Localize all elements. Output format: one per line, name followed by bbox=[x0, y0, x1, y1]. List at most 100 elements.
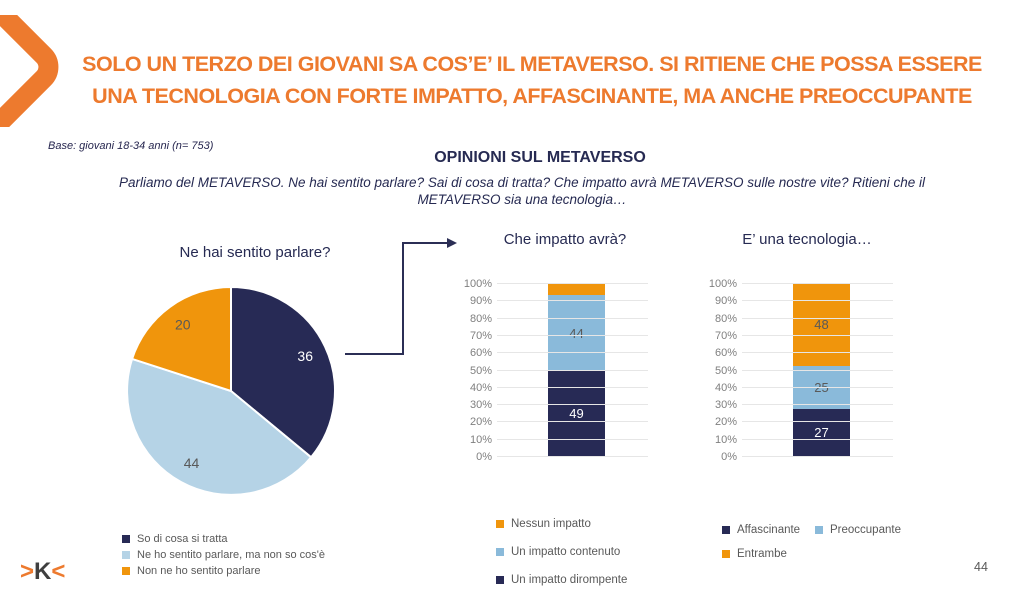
gridline bbox=[742, 369, 893, 371]
gridline bbox=[497, 352, 648, 354]
bar2-legend: Affascinante Preoccupante Entrambe bbox=[722, 524, 901, 560]
gridline bbox=[497, 369, 648, 371]
y-tick-label: 30% bbox=[469, 399, 492, 412]
y-tick-label: 10% bbox=[469, 433, 492, 446]
legend-swatch-orange bbox=[122, 567, 130, 575]
y-tick-label: 0% bbox=[476, 451, 492, 463]
logo-left-chevron-icon: > bbox=[20, 558, 34, 585]
y-tick-label: 60% bbox=[469, 347, 492, 360]
gridline bbox=[497, 421, 648, 423]
page-number: 44 bbox=[974, 560, 988, 574]
bar1-y-axis: 100% 90% 80% 70% 60% 50% 40% 30% 20% 10% 0% bbox=[440, 277, 492, 463]
gridline bbox=[742, 404, 893, 406]
y-tick-label: 20% bbox=[714, 416, 737, 429]
y-tick-label: 40% bbox=[469, 381, 492, 394]
gridline bbox=[742, 352, 893, 354]
gridline bbox=[497, 438, 648, 440]
gridline bbox=[497, 283, 648, 284]
logo-letter: K bbox=[34, 558, 51, 585]
y-tick-label: 70% bbox=[714, 329, 737, 342]
pie-value-label: 44 bbox=[184, 455, 200, 471]
legend-swatch-paleblue bbox=[122, 551, 130, 559]
logo-right-chevron-icon: < bbox=[51, 558, 65, 585]
legend-item: Preoccupante bbox=[815, 524, 901, 536]
y-tick-label: 60% bbox=[714, 347, 737, 360]
legend-item: Ne ho sentito parlare, ma non so cos'è bbox=[122, 547, 325, 563]
bar2-chart-title: E’ una tecnologia… bbox=[742, 231, 872, 248]
legend-label: Ne ho sentito parlare, ma non so cos'è bbox=[137, 549, 325, 561]
legend-swatch-blue bbox=[815, 526, 823, 534]
bar-value-label: 27 bbox=[814, 425, 829, 441]
connector-arrow-icon bbox=[345, 238, 457, 355]
slide-title: SOLO UN TERZO DEI GIOVANI SA COS’E’ IL M… bbox=[60, 48, 1004, 112]
legend-item: So di cosa si tratta bbox=[122, 531, 325, 547]
slide-title-line2: UNA TECNOLOGIA CON FORTE IMPATTO, AFFASC… bbox=[92, 84, 972, 108]
legend-label: Entrambe bbox=[737, 548, 787, 560]
legend-swatch-navy bbox=[122, 535, 130, 543]
bar-segment: 27 bbox=[793, 409, 850, 456]
bar-value-label: 49 bbox=[569, 406, 584, 422]
legend-swatch-orange bbox=[722, 550, 730, 558]
y-tick-label: 30% bbox=[714, 399, 737, 412]
legend-label: Un impatto contenuto bbox=[511, 546, 621, 558]
legend-label: Non ne ho sentito parlare bbox=[137, 565, 261, 577]
y-tick-label: 90% bbox=[469, 295, 492, 308]
bar1-chart-title: Che impatto avrà? bbox=[503, 231, 627, 248]
gridline bbox=[742, 456, 893, 457]
legend-item: Un impatto contenuto bbox=[496, 545, 627, 559]
section-title: OPINIONI SUL METAVERSO bbox=[434, 149, 646, 166]
pie-slice bbox=[130, 285, 232, 393]
gridline bbox=[497, 386, 648, 388]
gridline bbox=[742, 300, 893, 302]
legend-item: Un impatto dirompente bbox=[496, 573, 627, 587]
pie-value-label: 36 bbox=[297, 348, 313, 364]
y-tick-label: 50% bbox=[714, 364, 737, 377]
bar-value-label: 48 bbox=[814, 317, 829, 333]
plot-area: 44 49 bbox=[497, 283, 648, 457]
gridline bbox=[497, 456, 648, 457]
legend-item: Entrambe bbox=[722, 548, 901, 560]
base-note: Base: giovani 18-34 anni (n= 753) bbox=[48, 140, 214, 152]
legend-item: Non ne ho sentito parlare bbox=[122, 563, 325, 579]
legend-label: Preoccupante bbox=[830, 524, 901, 536]
bar2-y-axis: 100% 90% 80% 70% 60% 50% 40% 30% 20% 10% 0% bbox=[685, 277, 737, 463]
legend-swatch-navy bbox=[722, 526, 730, 534]
plot-area: 482527 bbox=[742, 283, 893, 457]
y-tick-label: 20% bbox=[469, 416, 492, 429]
gridline bbox=[497, 300, 648, 302]
bar-segment: 44 bbox=[548, 295, 605, 372]
legend-item: Affascinante bbox=[722, 524, 815, 536]
stacked-bar: 44 49 bbox=[548, 283, 605, 456]
gridline bbox=[742, 438, 893, 440]
bar1-legend: Nessun impatto Un impatto contenuto Un i… bbox=[496, 517, 627, 587]
y-tick-label: 50% bbox=[469, 364, 492, 377]
y-tick-label: 100% bbox=[463, 278, 492, 290]
company-logo: >K< bbox=[20, 558, 65, 586]
survey-question: Parliamo del METAVERSO. Ne hai sentito p… bbox=[118, 175, 926, 207]
slide-title-line1: SOLO UN TERZO DEI GIOVANI SA COS’E’ IL M… bbox=[82, 52, 982, 76]
y-tick-label: 100% bbox=[708, 278, 737, 290]
chevron-decoration-icon bbox=[0, 15, 59, 127]
legend-label: So di cosa si tratta bbox=[137, 533, 228, 545]
pie-chart-title: Ne hai sentito parlare? bbox=[179, 244, 331, 261]
bar-segment: 48 bbox=[793, 283, 850, 367]
y-tick-label: 80% bbox=[714, 312, 737, 325]
pie-legend: So di cosa si tratta Ne ho sentito parla… bbox=[122, 531, 325, 579]
pie-slice bbox=[230, 285, 336, 459]
pie-chart: 36 44 20 bbox=[126, 285, 336, 496]
legend-item: Nessun impatto bbox=[496, 517, 627, 531]
y-tick-label: 40% bbox=[714, 381, 737, 394]
y-tick-label: 10% bbox=[714, 433, 737, 446]
y-tick-label: 90% bbox=[714, 295, 737, 308]
gridline bbox=[497, 404, 648, 406]
gridline bbox=[742, 283, 893, 284]
bar-value-label: 44 bbox=[569, 325, 584, 341]
legend-swatch-blue bbox=[496, 548, 504, 556]
legend-label: Un impatto dirompente bbox=[511, 574, 628, 586]
legend-label: Affascinante bbox=[737, 524, 801, 536]
legend-swatch-orange bbox=[496, 520, 504, 528]
gridline bbox=[497, 317, 648, 319]
gridline bbox=[742, 386, 893, 388]
legend-label: Nessun impatto bbox=[511, 518, 591, 530]
